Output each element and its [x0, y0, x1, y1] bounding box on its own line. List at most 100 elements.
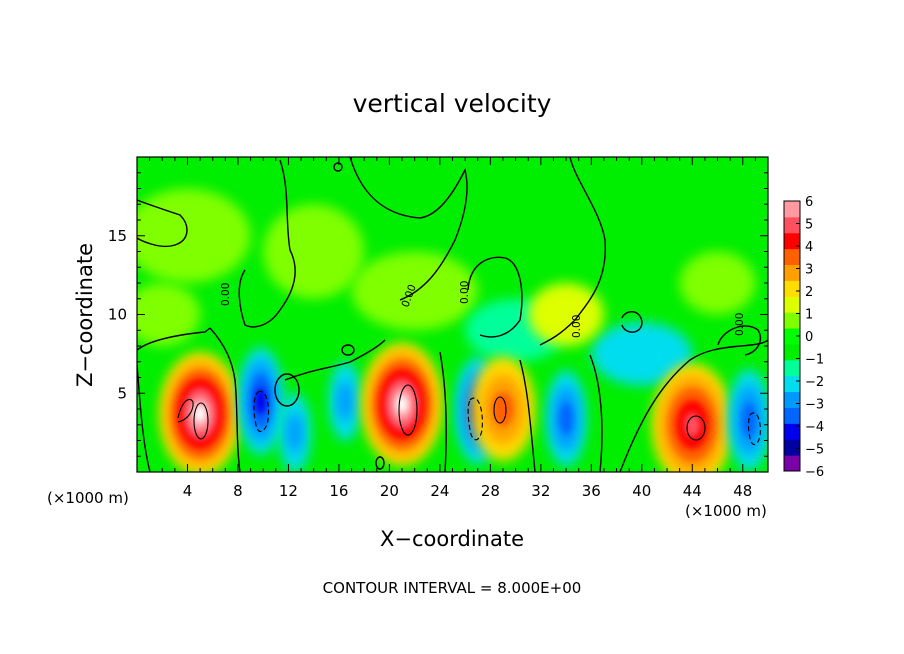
colorbar-label: 2: [805, 285, 813, 300]
x-tick-label: 24: [430, 482, 449, 500]
zero-contour: [621, 311, 643, 333]
field-tint: [351, 251, 478, 331]
contour-interval: CONTOUR INTERVAL = 8.000E+00: [323, 579, 582, 597]
colorbar-swatch: [784, 201, 800, 218]
zero-contour: [341, 344, 355, 356]
colorbar-label: −6: [805, 465, 824, 480]
field-tint: [591, 322, 693, 386]
zero-contour: [349, 157, 468, 301]
zero-contour: [467, 256, 523, 338]
updraft-cell: [194, 404, 206, 423]
x-tick-label: 4: [183, 482, 193, 500]
x-tick-label: 16: [329, 482, 348, 500]
colorbar-label: −5: [805, 443, 824, 458]
updraft-core-contour: [686, 415, 706, 441]
y-tick-label: 5: [117, 384, 127, 402]
zero-contour: [137, 327, 211, 351]
field-tint: [137, 188, 251, 283]
x-tick-label: 28: [481, 482, 500, 500]
zero-contour: [439, 351, 447, 472]
colorbar-label: 1: [805, 308, 813, 323]
x-tick-label: 48: [733, 482, 752, 500]
colorbar-swatch: [784, 375, 800, 393]
x-tick-label: 20: [380, 482, 399, 500]
downdraft-cell: [559, 402, 573, 435]
colorbar-label: 6: [805, 195, 813, 210]
downdraft-cell: [286, 412, 303, 453]
colorbar-swatch: [784, 264, 800, 281]
colorbar-label: 3: [805, 263, 813, 278]
core-contours: [177, 384, 761, 446]
colorbar-swatch: [784, 455, 800, 472]
x-tick-label: 32: [531, 482, 550, 500]
contour-labels: 0.00 0.00 0.00 0.00 0.00: [220, 281, 746, 338]
downdraft-core-contour: [467, 397, 483, 441]
x-unit-left: (×1000 m): [47, 489, 129, 507]
updraft-core-contour: [177, 398, 194, 423]
chart-title: vertical velocity: [353, 89, 552, 118]
colorbar-swatch: [784, 248, 800, 266]
colorbar-label: −2: [805, 375, 824, 390]
colorbar-swatch: [784, 328, 800, 345]
zero-contour: [238, 159, 296, 328]
updraft-cell: [684, 412, 701, 438]
x-unit-right: (×1000 m): [685, 502, 767, 520]
colorbar-swatch: [784, 216, 800, 234]
x-tick-label: 40: [632, 482, 651, 500]
contour-lines: [137, 157, 768, 472]
contour-label: 0.00: [459, 281, 471, 304]
colorbar-swatch: [784, 312, 800, 329]
zero-contour: [717, 325, 762, 356]
contour-label: 0.00: [571, 315, 583, 338]
colorbar-label: −1: [805, 353, 824, 368]
zero-contour: [539, 157, 606, 346]
zero-contour: [519, 359, 536, 472]
updraft-cell: [492, 391, 514, 427]
zero-contour: [137, 199, 188, 247]
downdraft-core-contour: [747, 412, 761, 446]
downdraft-cell: [337, 381, 354, 421]
zero-contour: [333, 162, 343, 172]
updraft-core-contour: [493, 396, 507, 424]
y-axis-label: Z−coordinate: [73, 243, 97, 387]
x-axis: 4 8 12 16 20 24 28 32 36 40 44 48: [149, 157, 756, 500]
zero-contour: [137, 364, 151, 472]
colorbar-swatch: [784, 359, 800, 377]
colorbar-swatch: [784, 407, 800, 424]
colorbar-swatch: [784, 296, 800, 313]
contour-label: 0.00: [220, 283, 232, 306]
x-tick-label: 44: [683, 482, 702, 500]
downdraft-cell: [254, 387, 267, 415]
zero-contour: [209, 327, 241, 472]
colorbar-swatch: [784, 423, 800, 440]
zero-contour: [375, 456, 385, 470]
colorbar-swatch: [784, 232, 800, 250]
colorbar-label: 5: [805, 218, 813, 233]
colorbar-swatch: [784, 343, 800, 361]
colorbar-label: −4: [805, 420, 824, 435]
field-tint: [137, 283, 201, 346]
updraft-core-contour: [398, 384, 418, 436]
x-tick-label: 36: [582, 482, 601, 500]
x-tick-label: 8: [233, 482, 243, 500]
colorbar-swatch: [784, 439, 800, 456]
colorbar-label: −3: [805, 398, 824, 413]
y-axis: 5 10 15: [108, 172, 768, 457]
x-tick-label: 12: [279, 482, 298, 500]
field-tint: [679, 251, 756, 315]
y-tick-label: 15: [108, 227, 127, 245]
updraft-core-contour: [193, 402, 209, 440]
updraft-cell: [396, 395, 408, 414]
contour-label: 0.00: [734, 313, 746, 336]
field-tint: [528, 283, 604, 346]
colorbar: 6 5 4 3 2 1 0 −1 −2 −3 −4 −5 −6: [783, 195, 824, 480]
zero-contour: [619, 339, 768, 472]
y-tick-label: 10: [108, 306, 127, 324]
zero-contour: [284, 339, 386, 381]
colorbar-label: 0: [805, 330, 813, 345]
x-axis-label: X−coordinate: [380, 527, 524, 551]
zero-contour: [274, 373, 300, 407]
plot-area: 0.00 0.00 0.00 0.00 0.00: [137, 157, 768, 472]
colorbar-swatch: [784, 280, 800, 297]
